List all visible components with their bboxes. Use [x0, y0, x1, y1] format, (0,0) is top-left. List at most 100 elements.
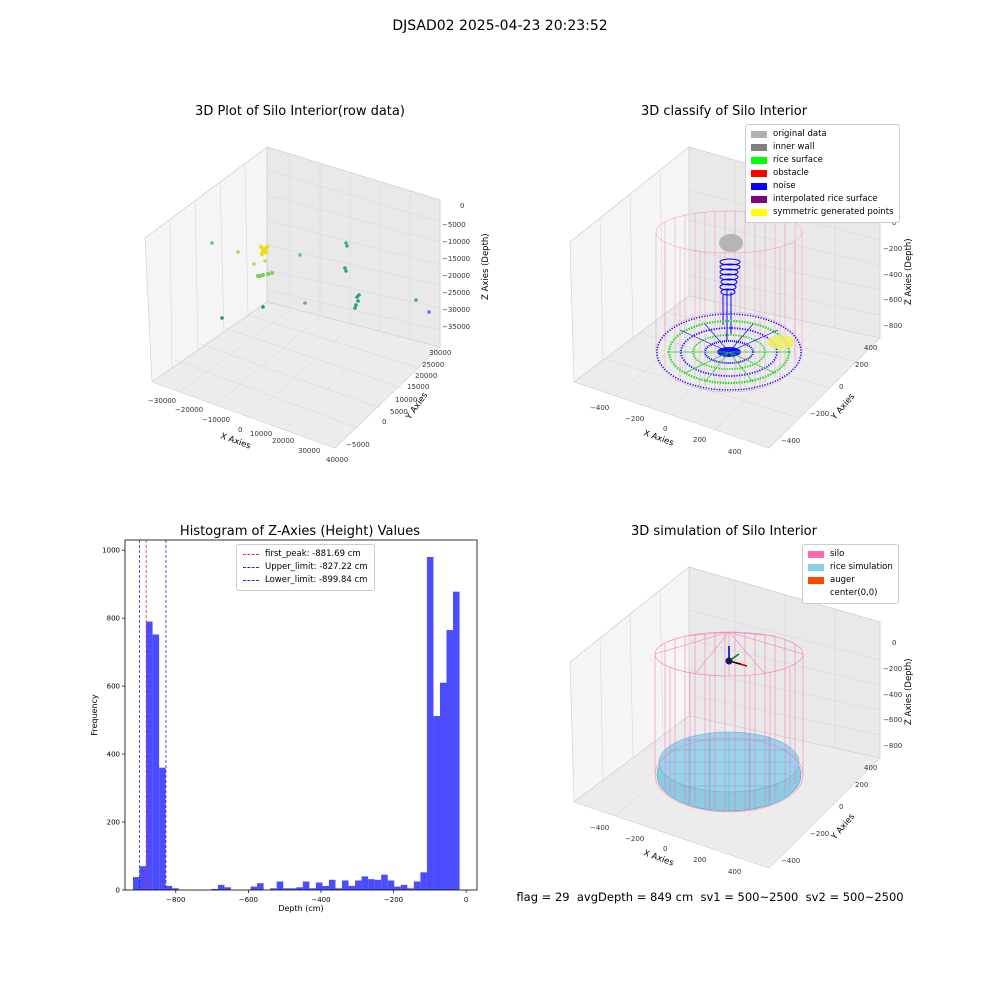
- raw-ztick: −20000: [442, 272, 470, 280]
- y-tick-label: 800: [107, 615, 120, 623]
- legend-swatch: [751, 209, 767, 216]
- histogram-chart: −800 −600 −400 −200 0 0 200 400 600 800 1000 Depth…: [90, 539, 478, 913]
- classify-xlabel: X Axies: [642, 428, 675, 448]
- raw-ztick: −35000: [442, 323, 470, 331]
- simulation-legend: silo rice simulation auger center(0,0): [802, 544, 899, 604]
- legend-item: center(0,0): [808, 587, 893, 600]
- classify-xtick: −200: [625, 415, 644, 423]
- raw-ztick: −10000: [442, 238, 470, 246]
- sim-ztick: −800: [883, 742, 902, 750]
- histogram-bar: [355, 880, 362, 890]
- histogram-bar: [276, 881, 284, 890]
- histogram-bar: [250, 886, 258, 890]
- classify-ztick: −600: [883, 296, 902, 304]
- simulation-rice-body: [656, 731, 802, 812]
- histogram-bar: [328, 879, 336, 890]
- legend-item: silo: [808, 548, 893, 561]
- raw-plot-title: 3D Plot of Silo Interior(row data): [195, 104, 405, 119]
- raw-xtick: −20000: [175, 406, 203, 414]
- legend-item: first_peak: -881.69 cm: [243, 548, 368, 561]
- raw-ztick: −5000: [442, 221, 466, 229]
- histogram-bar: [381, 874, 388, 890]
- histogram-legend: first_peak: -881.69 cm Upper_limit: -827…: [236, 544, 375, 591]
- histogram-bar: [302, 881, 310, 890]
- sim-ytick: 0: [839, 803, 843, 811]
- histogram-bar: [152, 634, 160, 890]
- sim-ztick: −600: [883, 716, 902, 724]
- classify-ztick: 0: [892, 219, 896, 227]
- legend-swatch: [751, 144, 767, 151]
- histogram-bar: [374, 879, 382, 890]
- legend-swatch: [751, 196, 767, 203]
- sim-ytick: −400: [781, 857, 800, 865]
- classify-xtick: 0: [663, 425, 667, 433]
- x-tick-label: −400: [311, 896, 330, 904]
- histogram-bar: [433, 716, 440, 890]
- x-tick-label: −200: [384, 896, 403, 904]
- histogram-title: Histogram of Z-Axies (Height) Values: [179, 524, 421, 539]
- histogram-bar: [342, 880, 349, 890]
- histogram-bar: [165, 885, 173, 890]
- legend-item: obstacle: [751, 167, 894, 180]
- legend-swatch: [751, 183, 767, 190]
- histogram-bar: [400, 884, 408, 890]
- legend-item: rice surface: [751, 154, 894, 167]
- y-tick-label: 600: [107, 683, 120, 691]
- classify-ytick: 400: [864, 344, 877, 352]
- raw-ytick: 10000: [395, 396, 417, 404]
- raw-ytick: 5000: [390, 408, 408, 416]
- classify-ytick: 0: [839, 383, 843, 391]
- legend-item: auger: [808, 574, 893, 587]
- x-tick-label: 0: [464, 896, 468, 904]
- histogram-bar: [296, 887, 303, 890]
- legend-line: [243, 567, 259, 568]
- classify-ztick: −200: [883, 245, 902, 253]
- histogram-bar: [211, 888, 218, 890]
- sim-ytick: 400: [864, 764, 877, 772]
- histogram-ylabel: Frequency: [90, 694, 99, 736]
- histogram-bar: [361, 876, 369, 890]
- center-point: [725, 657, 733, 665]
- histogram-bar: [270, 888, 277, 890]
- classify-original-cluster: [719, 234, 743, 252]
- histogram-frame: [124, 539, 478, 891]
- raw-xlabel: X Axies: [219, 431, 252, 451]
- classify-ytick: −200: [810, 410, 829, 418]
- classify-floor-points: [656, 313, 802, 391]
- histogram-bar: [322, 885, 329, 890]
- sim-xtick: 200: [693, 856, 706, 864]
- histogram-bar: [217, 884, 225, 890]
- legend-swatch: [751, 131, 767, 138]
- y-tick-label: 1000: [102, 547, 120, 555]
- legend-item: symmetric generated points: [751, 206, 894, 219]
- raw-ytick: −5000: [346, 441, 370, 449]
- status-line: flag = 29 avgDepth = 849 cm sv1 = 500~25…: [516, 890, 904, 904]
- legend-line: [243, 580, 259, 581]
- legend-swatch: [808, 590, 824, 597]
- raw-zlabel: Z Axies (Depth): [481, 233, 491, 300]
- classify-xtick: 200: [693, 436, 706, 444]
- legend-item: Lower_limit: -899.84 cm: [243, 574, 368, 587]
- raw-xtick: 0: [238, 426, 242, 434]
- sim-zlabel: Z Axies (Depth): [904, 658, 914, 725]
- sim-xtick: −400: [590, 824, 609, 832]
- raw-ytick: 15000: [407, 383, 429, 391]
- histogram-bar: [368, 879, 375, 890]
- raw-ytick: 20000: [415, 372, 437, 380]
- histogram-bar: [159, 767, 166, 890]
- histogram-bar: [132, 877, 140, 890]
- legend-swatch: [808, 564, 824, 571]
- histogram-bar: [146, 621, 153, 890]
- sim-ztick: −200: [883, 665, 902, 673]
- raw-ztick: 0: [460, 202, 464, 210]
- x-tick-label: −800: [166, 896, 185, 904]
- classify-xtick: 400: [728, 448, 741, 456]
- simulation-3d-plot: −400 −200 0 200 400 −400 −200 0 200 400 …: [569, 566, 914, 876]
- histogram-bar: [446, 630, 454, 890]
- raw-xtick: 40000: [326, 456, 348, 464]
- raw-ztick: −15000: [442, 255, 470, 263]
- classify-ztick: −400: [883, 271, 902, 279]
- classify-plot-title: 3D classify of Silo Interior: [640, 104, 808, 119]
- histogram-bar: [309, 888, 316, 890]
- legend-item: rice simulation: [808, 561, 893, 574]
